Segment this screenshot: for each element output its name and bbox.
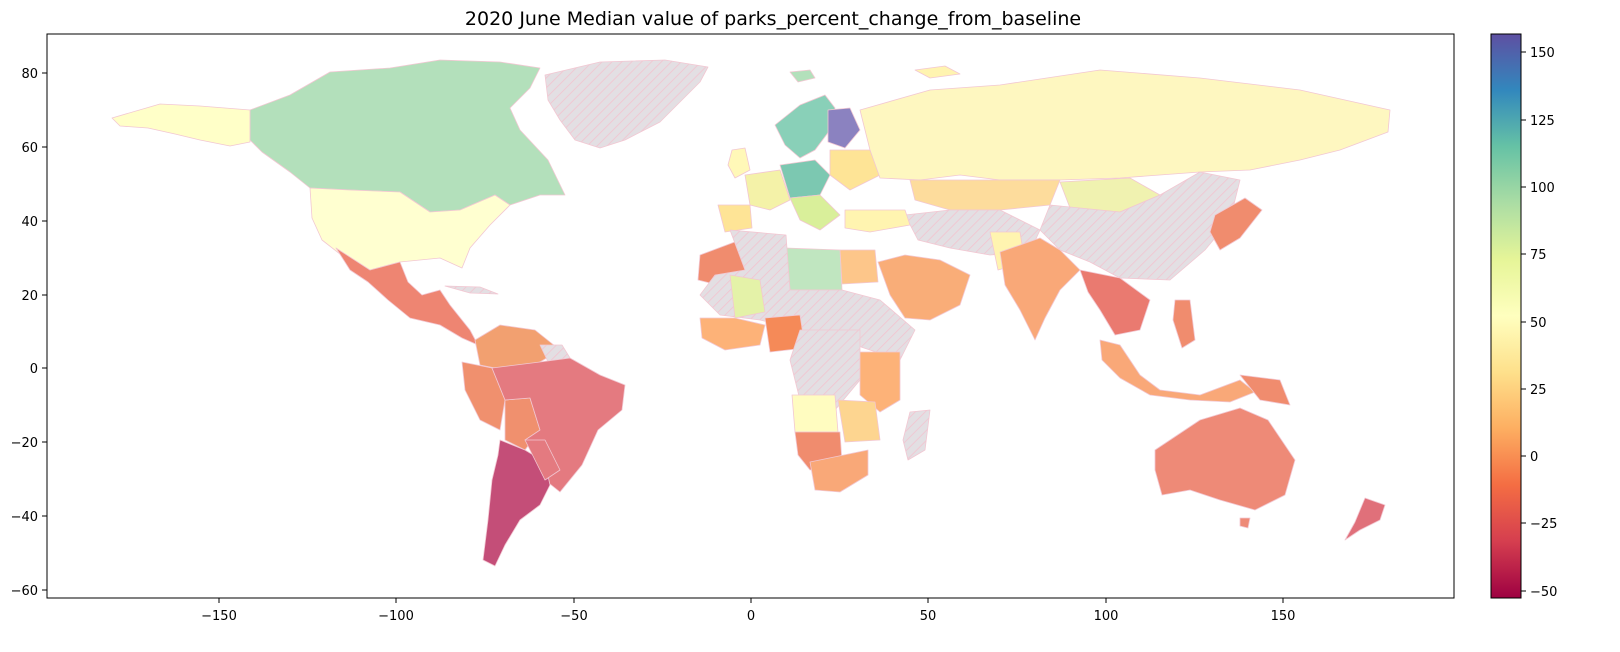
region-arabia: [877, 254, 971, 321]
colorbar-gradient: [1490, 33, 1522, 599]
colorbar-tick-label: 0: [1530, 450, 1538, 465]
region-new-zealand: [1344, 497, 1386, 541]
region-south-africa: [809, 449, 869, 493]
region-tasmania: [1239, 517, 1251, 529]
region-svalbard: [914, 65, 961, 79]
region-usa: [309, 187, 511, 271]
region-canada: [249, 59, 566, 213]
region-central-europe: [779, 159, 831, 199]
region-russia: [859, 69, 1391, 181]
y-tick-label: −40: [11, 510, 38, 525]
region-east-africa: [859, 351, 901, 413]
region-madagascar: [902, 409, 931, 461]
colorbar: −50 −25 0 25 50 75 100 125 150: [1490, 33, 1557, 600]
colorbar-tick-label: 125: [1530, 114, 1555, 129]
region-west-africa: [699, 317, 766, 351]
x-tick-label: 100: [1094, 609, 1119, 624]
region-iberia: [717, 204, 753, 233]
x-tick-label: −100: [378, 609, 414, 624]
x-tick-label: −50: [560, 609, 587, 624]
region-turkey: [844, 209, 911, 233]
region-japan: [1209, 197, 1263, 251]
y-tick-label: 0: [30, 362, 38, 377]
region-southeast-asia: [1079, 269, 1151, 336]
region-alaska: [111, 103, 251, 147]
map-axes: −150 −100 −50 0 50 100 150 −60 −40 −20 0…: [11, 33, 1455, 624]
x-axis: −150 −100 −50 0 50 100 150: [201, 598, 1295, 624]
chart-title: 2020 June Median value of parks_percent_…: [465, 8, 1081, 30]
region-kazakhstan: [909, 179, 1061, 211]
y-tick-label: −20: [11, 436, 38, 451]
x-tick-label: 0: [747, 609, 755, 624]
region-philippines: [1172, 299, 1196, 349]
region-libya: [785, 247, 843, 291]
y-tick-label: −60: [11, 584, 38, 599]
region-eastern-europe: [829, 149, 881, 191]
region-australia: [1154, 407, 1296, 511]
colorbar-tick-label: 100: [1530, 181, 1555, 196]
y-tick-label: 40: [21, 215, 38, 230]
y-tick-label: 80: [21, 67, 38, 82]
region-mexico: [335, 247, 479, 346]
y-axis: −60 −40 −20 0 20 40 60 80: [11, 67, 47, 599]
colorbar-tick-label: −50: [1530, 585, 1557, 600]
region-iceland: [789, 69, 816, 83]
y-tick-label: 60: [21, 141, 38, 156]
map-layer: [111, 59, 1391, 567]
colorbar-tick-label: 50: [1530, 316, 1547, 331]
x-tick-label: 150: [1271, 609, 1296, 624]
region-india: [999, 237, 1081, 341]
colorbar-tick-label: 75: [1530, 248, 1547, 263]
colorbar-tick-label: −25: [1530, 517, 1557, 532]
region-png: [1239, 374, 1291, 406]
y-tick-label: 20: [21, 289, 38, 304]
region-cuba: [444, 285, 499, 295]
colorbar-tick-label: 150: [1530, 46, 1555, 61]
x-tick-label: −150: [201, 609, 237, 624]
region-zambia: [837, 399, 881, 443]
region-brazil: [491, 357, 626, 493]
region-uk: [727, 147, 751, 179]
region-scandinavia: [774, 94, 836, 159]
x-tick-label: 50: [920, 609, 937, 624]
region-mali: [729, 274, 766, 319]
colorbar-tick-label: 25: [1530, 383, 1547, 398]
region-greenland: [544, 59, 709, 149]
region-angola: [791, 394, 839, 433]
region-egypt: [839, 249, 879, 285]
region-paraguay-uruguay: [524, 439, 561, 481]
region-finland: [827, 107, 861, 149]
region-italy-balkans: [789, 194, 841, 231]
region-france-benelux: [744, 169, 791, 211]
region-indonesia: [1099, 339, 1256, 403]
